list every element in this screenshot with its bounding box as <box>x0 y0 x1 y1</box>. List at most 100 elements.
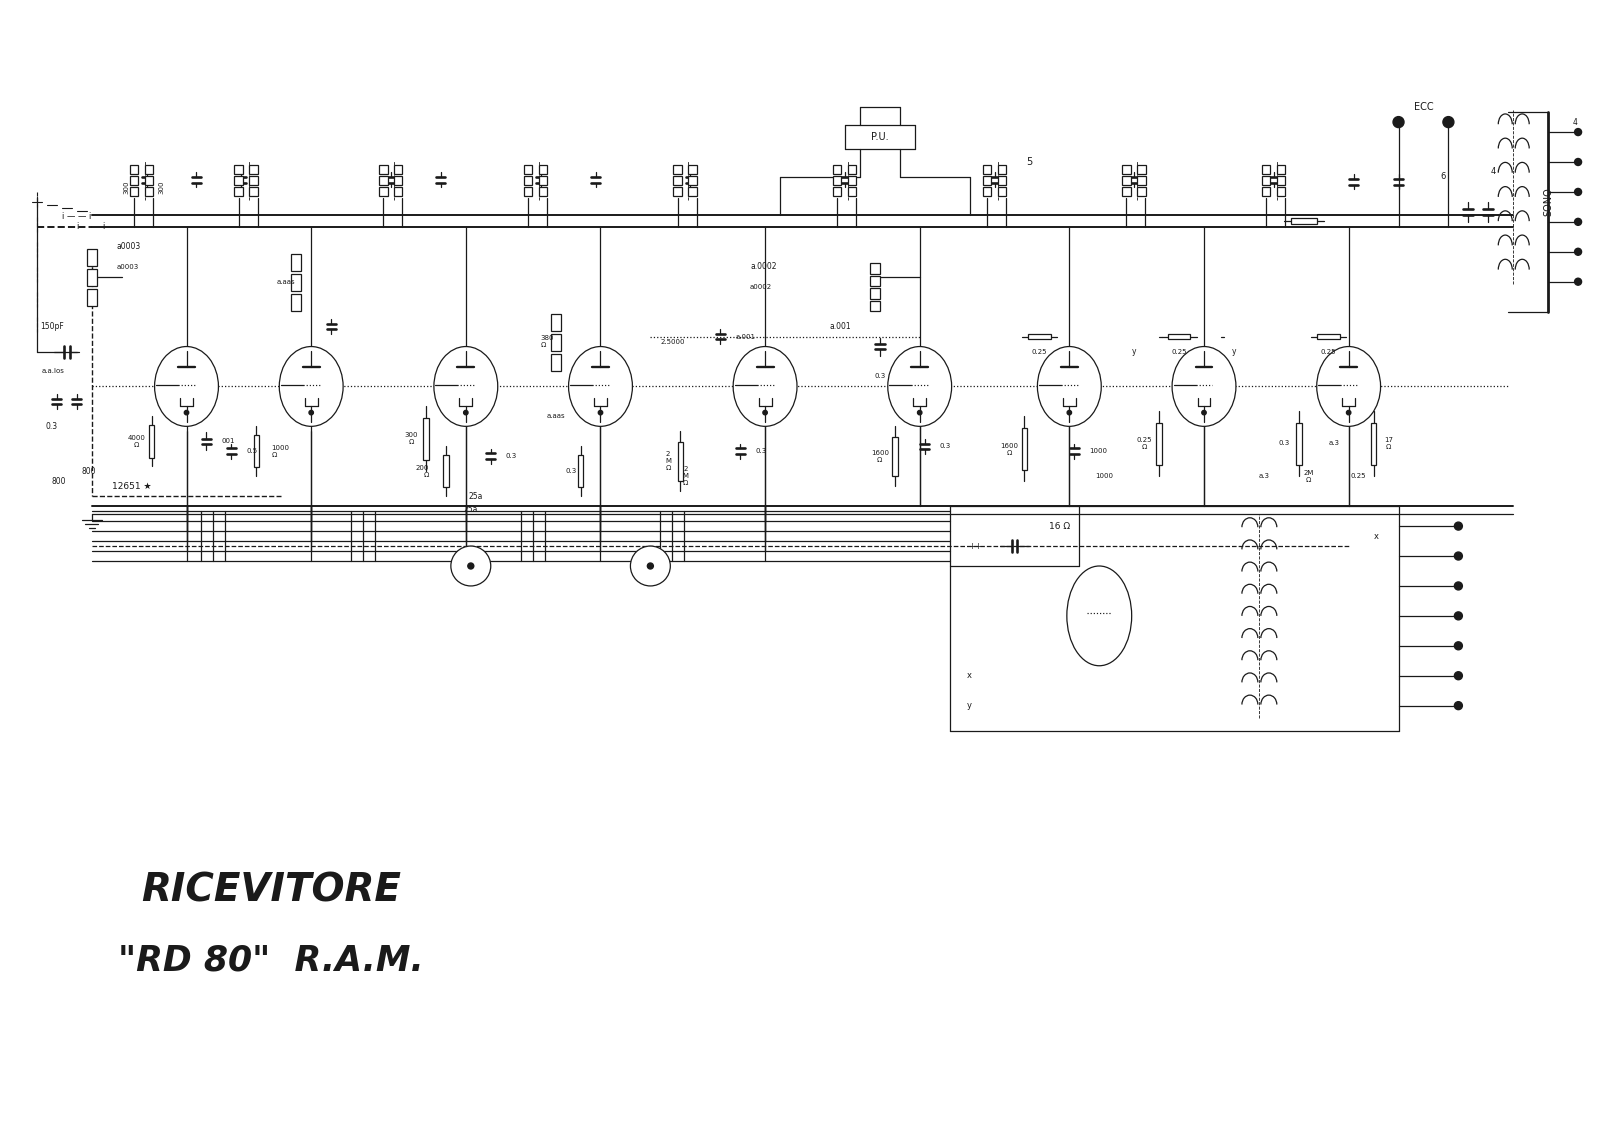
Ellipse shape <box>568 346 632 426</box>
Circle shape <box>1574 189 1581 196</box>
Text: 0.5: 0.5 <box>246 448 258 455</box>
Bar <box>130 188 138 197</box>
Bar <box>550 314 560 331</box>
Bar <box>1277 188 1285 197</box>
Bar <box>848 176 856 185</box>
Text: i         i: i i <box>77 223 106 232</box>
Bar <box>997 188 1006 197</box>
Circle shape <box>184 411 189 415</box>
Circle shape <box>917 411 922 415</box>
Text: y: y <box>966 701 973 710</box>
Ellipse shape <box>888 346 952 426</box>
Text: ++: ++ <box>968 542 981 551</box>
Circle shape <box>1454 701 1462 709</box>
Bar <box>674 176 682 185</box>
Bar <box>394 165 403 174</box>
Bar <box>250 176 258 185</box>
Text: 300: 300 <box>158 180 165 193</box>
Bar <box>1122 176 1131 185</box>
Bar <box>870 288 880 299</box>
Bar <box>86 269 96 286</box>
Text: a.0002: a.0002 <box>750 262 776 271</box>
Text: 4: 4 <box>1491 167 1496 176</box>
Circle shape <box>309 411 314 415</box>
Bar <box>834 165 842 174</box>
Bar <box>539 165 547 174</box>
Text: a0003: a0003 <box>117 264 139 269</box>
Bar <box>997 176 1006 185</box>
Text: 0.3: 0.3 <box>1278 440 1290 447</box>
Bar <box>422 417 429 460</box>
Text: y: y <box>1232 347 1237 356</box>
Text: 0.3: 0.3 <box>939 443 950 449</box>
Circle shape <box>1454 641 1462 650</box>
Text: 150pF: 150pF <box>40 322 64 331</box>
Text: 0.3: 0.3 <box>755 448 766 455</box>
Text: SONO: SONO <box>1542 188 1554 216</box>
Bar <box>550 334 560 351</box>
Text: 1000: 1000 <box>1096 473 1114 480</box>
Ellipse shape <box>155 346 219 426</box>
Text: 380
Ω: 380 Ω <box>541 335 554 348</box>
Bar <box>893 437 898 476</box>
Bar <box>870 264 880 274</box>
Bar <box>379 165 387 174</box>
Bar <box>1277 176 1285 185</box>
Text: 800: 800 <box>51 476 66 485</box>
Text: 200
Ω: 200 Ω <box>416 465 429 477</box>
Bar <box>1317 334 1341 339</box>
Bar <box>688 176 696 185</box>
Text: 0.3: 0.3 <box>565 468 578 474</box>
Bar <box>1138 176 1146 185</box>
Bar <box>291 294 301 311</box>
Bar <box>394 176 403 185</box>
Text: 001: 001 <box>221 439 235 444</box>
Bar <box>86 290 96 307</box>
Ellipse shape <box>1317 346 1381 426</box>
Circle shape <box>630 546 670 586</box>
Text: x: x <box>966 671 973 680</box>
Text: 0.25
Ω: 0.25 Ω <box>1136 437 1152 450</box>
Text: a.a.Ios: a.a.Ios <box>42 369 64 374</box>
Circle shape <box>1574 158 1581 165</box>
Bar <box>578 455 584 487</box>
Text: 4000
Ω: 4000 Ω <box>128 434 146 448</box>
Text: 300
Ω: 300 Ω <box>405 432 418 444</box>
Bar <box>144 188 154 197</box>
Bar <box>149 425 154 458</box>
Ellipse shape <box>1173 346 1235 426</box>
Text: 25a: 25a <box>469 492 483 501</box>
Bar <box>688 188 696 197</box>
Text: a.3: a.3 <box>1258 473 1269 480</box>
Circle shape <box>1574 249 1581 256</box>
Bar <box>870 276 880 286</box>
Text: 17
Ω: 17 Ω <box>1384 437 1394 450</box>
Bar <box>550 354 560 371</box>
Text: 300: 300 <box>123 180 130 193</box>
Circle shape <box>1443 116 1454 128</box>
Text: ECC: ECC <box>1414 102 1434 112</box>
Circle shape <box>464 411 469 415</box>
Bar <box>848 165 856 174</box>
Ellipse shape <box>1067 566 1131 666</box>
Text: 2
M
Ω: 2 M Ω <box>666 451 672 472</box>
Bar <box>144 176 154 185</box>
Bar <box>379 176 387 185</box>
Text: a0002: a0002 <box>750 284 773 290</box>
Ellipse shape <box>1037 346 1101 426</box>
Bar <box>523 165 533 174</box>
Bar <box>1022 428 1027 469</box>
Text: 2M
Ω: 2M Ω <box>1304 469 1314 483</box>
Text: 0.25: 0.25 <box>1350 473 1366 480</box>
Circle shape <box>1202 411 1206 415</box>
Bar <box>379 188 387 197</box>
Bar <box>1122 188 1131 197</box>
Bar <box>539 176 547 185</box>
Text: 16 Ω: 16 Ω <box>1048 521 1070 530</box>
Text: 1000: 1000 <box>1090 448 1107 455</box>
Bar <box>1371 423 1376 465</box>
Text: "RD 80"  R.A.M.: "RD 80" R.A.M. <box>118 943 424 977</box>
Bar <box>982 188 990 197</box>
Bar <box>250 188 258 197</box>
Bar <box>674 165 682 174</box>
